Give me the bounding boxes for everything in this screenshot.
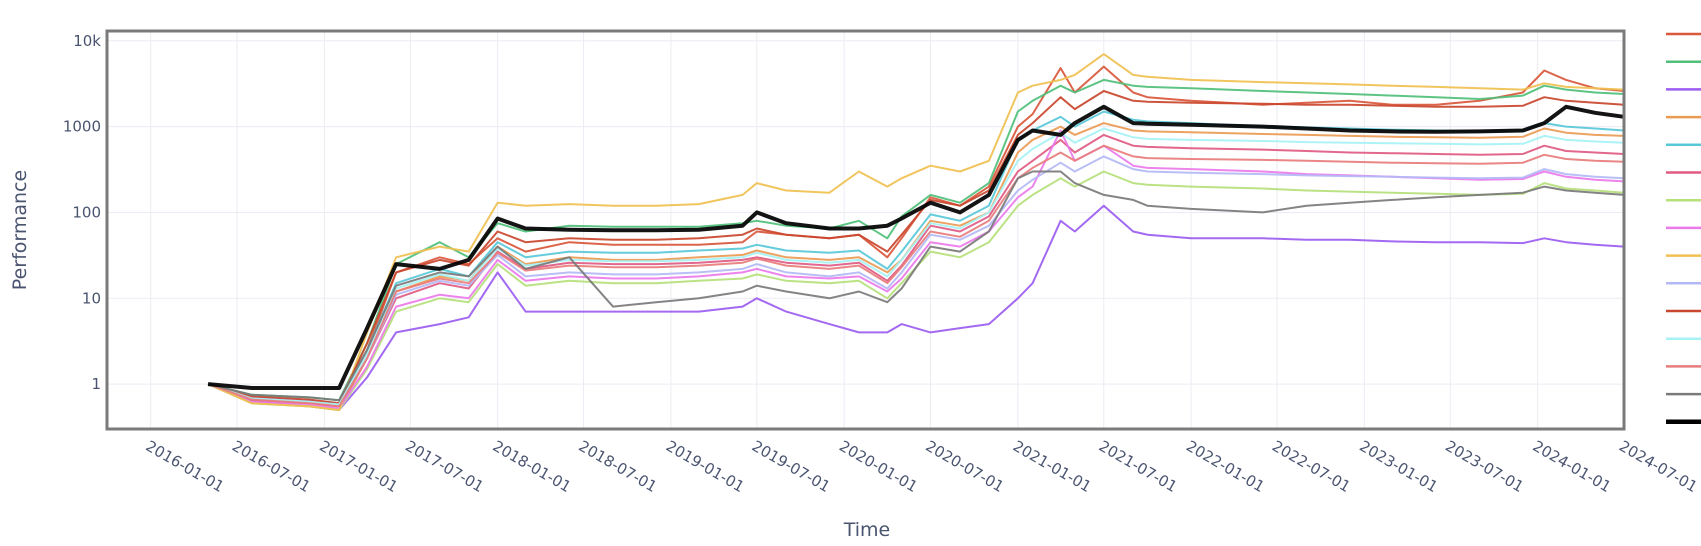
y-tick-label: 10k: [73, 32, 101, 50]
x-tick-label: 2024-01-01: [1530, 437, 1615, 496]
x-tick-label: 2020-07-01: [923, 437, 1008, 496]
x-tick-labels: 2016-01-01 2016-07-01 2017-01-01 2017-07-01…: [143, 437, 1701, 496]
y-tick-label: 10: [82, 289, 101, 307]
x-tick-label: 2017-07-01: [402, 437, 487, 496]
x-tick-label: 2024-07-01: [1616, 437, 1701, 496]
x-tick-label: 2020-01-01: [836, 437, 921, 496]
series-line: [207, 133, 1625, 408]
y-tick-labels: 1 10 100 1000 10k: [63, 32, 101, 393]
series-line: [207, 144, 1625, 408]
x-tick-label: 2018-07-01: [576, 437, 661, 496]
x-tick-label: 2021-01-01: [1010, 437, 1095, 496]
series-line: [207, 90, 1625, 405]
x-axis-title: Time: [843, 519, 891, 541]
x-tick-label: 2023-07-01: [1442, 437, 1527, 496]
x-tick-label: 2022-01-01: [1183, 437, 1268, 496]
plot-background: [107, 31, 1624, 429]
plot-frame: [105, 29, 1626, 431]
series-line: [207, 104, 1625, 390]
x-tick-label: 2022-07-01: [1269, 437, 1354, 496]
x-tick-label: 2018-01-01: [490, 437, 575, 496]
x-tick-label: 2019-01-01: [663, 437, 748, 496]
series-line: [207, 53, 1625, 411]
x-tick-label: 2021-07-01: [1096, 437, 1181, 496]
series-line: [207, 170, 1625, 411]
series-line: [207, 127, 1625, 406]
legend[interactable]: [1666, 32, 1701, 425]
x-tick-label: 2017-01-01: [316, 437, 401, 496]
y-tick-label: 100: [72, 203, 101, 221]
series-line: [207, 170, 1625, 402]
y-tick-label: 1000: [63, 118, 101, 136]
x-tick-label: 2023-01-01: [1356, 437, 1441, 496]
y-tick-label: 1: [91, 375, 101, 393]
y-axis-title: Performance: [9, 170, 31, 290]
series-lines: [207, 53, 1625, 411]
series-line: [207, 155, 1625, 405]
x-tick-label: 2016-07-01: [229, 437, 314, 496]
x-tick-label: 2019-07-01: [749, 437, 834, 496]
x-tick-label: 2016-01-01: [143, 437, 228, 496]
series-line: [207, 204, 1625, 411]
